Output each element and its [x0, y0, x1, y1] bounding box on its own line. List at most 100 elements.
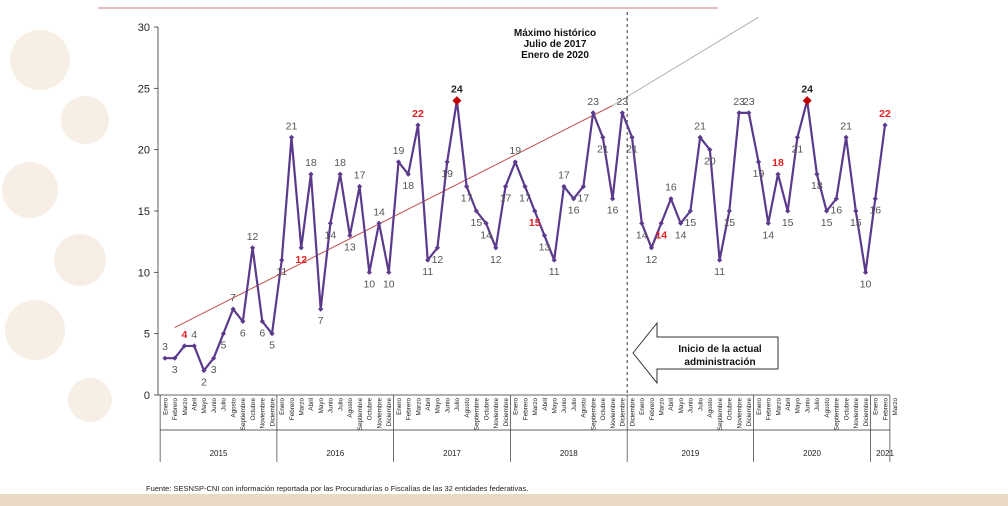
data-point [259, 318, 265, 324]
data-point [794, 134, 801, 140]
x-tick-label: Agosto [707, 398, 714, 418]
data-point [269, 331, 275, 337]
data-label: 17 [354, 169, 366, 181]
x-tick-label: Junio [804, 398, 811, 414]
data-point [395, 159, 402, 165]
data-label: 15 [782, 217, 794, 229]
data-point [872, 196, 878, 202]
data-label: 14 [480, 229, 492, 241]
data-label: 4 [182, 329, 188, 341]
x-tick-label: Diciembre [269, 398, 276, 427]
x-tick-label: Mayo [678, 398, 685, 414]
data-label: 21 [792, 143, 804, 155]
data-point [862, 269, 869, 275]
data-label: 11 [714, 266, 725, 278]
data-point [571, 196, 577, 202]
data-point [697, 134, 703, 140]
data-point [668, 196, 674, 202]
data-label: 17 [578, 192, 590, 204]
x-tick-label: Julio [571, 398, 578, 411]
x-tick-label: Julio [221, 398, 228, 411]
data-point [629, 134, 635, 140]
data-label: 15 [685, 217, 697, 229]
data-point [755, 159, 762, 165]
data-point [249, 245, 256, 251]
year-label: 2018 [560, 449, 578, 458]
x-tick-label: Septiembre [474, 398, 481, 431]
max-annotation-line: Máximo histórico [514, 28, 596, 39]
year-label: 2016 [326, 449, 344, 458]
max-point [802, 96, 812, 106]
source-note: Fuente: SESNSP-CNI con información repor… [146, 484, 529, 493]
x-tick-label: Septiembre [590, 398, 597, 431]
x-tick-label: Julio [454, 398, 461, 411]
x-tick-label: Diciembre [620, 398, 627, 427]
data-label: 14 [373, 206, 385, 218]
data-label: 24 [451, 84, 463, 96]
data-label: 13 [344, 242, 356, 254]
data-point [512, 159, 518, 165]
data-label: 12 [646, 254, 658, 266]
y-tick-label: 30 [138, 22, 150, 34]
data-point [600, 134, 606, 140]
x-tick-label: Febrero [766, 398, 773, 421]
data-point [707, 147, 713, 153]
data-label: 23 [733, 96, 745, 108]
data-point [347, 232, 353, 239]
data-point [736, 110, 742, 116]
data-label: 22 [412, 108, 424, 120]
x-tick-label: Agosto [347, 398, 354, 418]
data-label: 5 [220, 340, 226, 352]
data-point [230, 306, 236, 312]
x-tick-label: Febrero [289, 398, 296, 421]
data-point [532, 208, 538, 214]
data-point [765, 220, 771, 226]
data-point [386, 269, 392, 275]
data-label: 15 [821, 217, 833, 229]
trend-line-extension [612, 16, 759, 106]
data-label: 15 [723, 217, 735, 229]
y-tick-label: 10 [138, 267, 150, 279]
x-tick-label: Septiembre [240, 398, 247, 431]
data-point [541, 232, 548, 239]
data-label: 6 [240, 327, 246, 339]
x-tick-label: Enero [396, 398, 403, 415]
x-tick-label: Septiembre [834, 398, 841, 431]
x-tick-label: Septiembre [357, 398, 364, 431]
data-point [308, 171, 314, 177]
data-point [298, 245, 304, 251]
data-point [502, 183, 509, 190]
bottom-accent-bar [0, 494, 1008, 506]
year-label: 2019 [682, 449, 700, 458]
x-tick-label: Abril [668, 398, 675, 411]
x-tick-label: Abril [785, 398, 792, 411]
data-point [687, 208, 694, 214]
data-point [853, 208, 859, 214]
data-point [726, 208, 732, 214]
data-label: 19 [509, 145, 521, 157]
x-tick-label: Diciembre [386, 398, 393, 427]
x-tick-label: Enero [279, 398, 286, 415]
data-point [833, 196, 839, 202]
data-label: 16 [568, 205, 580, 217]
data-label: 16 [831, 205, 843, 217]
data-point [824, 208, 830, 214]
data-point [746, 110, 752, 116]
x-tick-label: Mayo [318, 398, 325, 414]
data-label: 21 [840, 120, 852, 132]
data-point [376, 220, 382, 226]
data-point [181, 343, 188, 349]
x-tick-label: Agosto [464, 398, 471, 418]
y-tick-label: 5 [144, 329, 150, 341]
data-label: 12 [432, 254, 444, 266]
data-point [201, 367, 207, 374]
y-tick-label: 0 [144, 390, 150, 402]
data-point [240, 318, 246, 324]
x-tick-label: Marzo [182, 398, 189, 416]
data-label: 19 [441, 168, 453, 180]
x-tick-label: Noviembre [610, 398, 617, 429]
x-tick-label: Septiembre [717, 398, 724, 431]
year-label: 2020 [803, 449, 821, 458]
data-point [425, 257, 431, 263]
data-label: 4 [191, 329, 197, 341]
